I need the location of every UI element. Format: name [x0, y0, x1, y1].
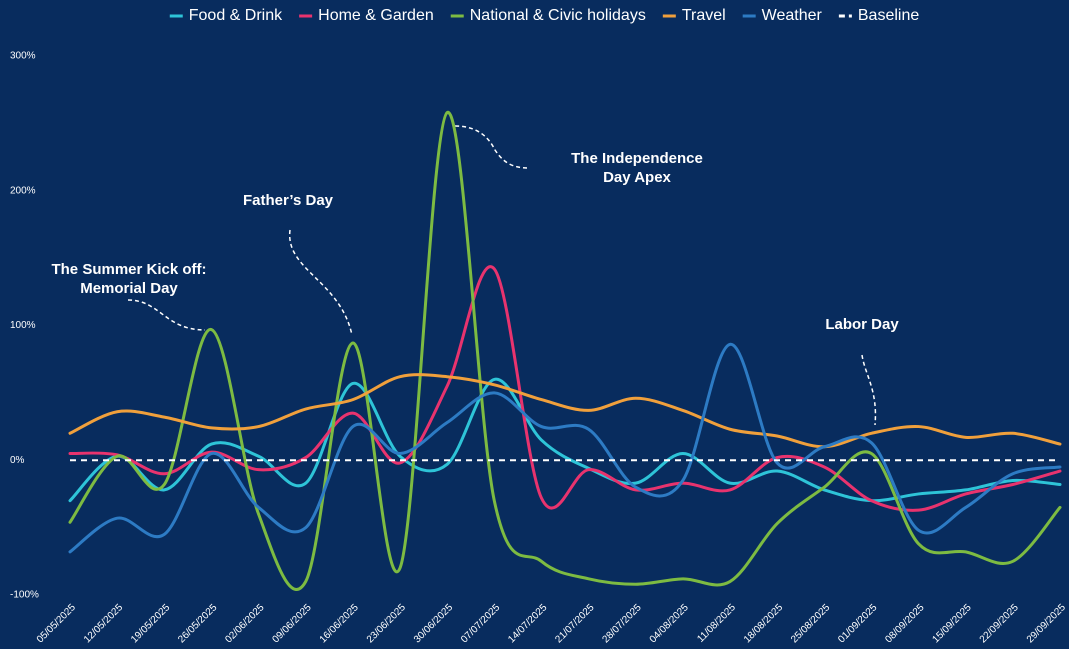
x-tick-label: 23/06/2025: [365, 602, 408, 645]
y-tick-label: 200%: [10, 185, 36, 196]
x-tick-label: 14/07/2025: [506, 602, 549, 645]
x-tick-label: 29/09/2025: [1025, 602, 1068, 645]
x-tick-label: 11/08/2025: [695, 602, 738, 645]
legend-label: Baseline: [858, 7, 919, 24]
series-line: [68, 342, 1062, 554]
legend-label: National & Civic holidays: [470, 7, 646, 24]
y-tick-label: 0%: [10, 455, 25, 466]
x-tick-label: 02/06/2025: [223, 602, 266, 645]
annotation-connector: [127, 299, 206, 331]
x-tick-label: 19/05/2025: [129, 602, 172, 645]
series-line: [68, 373, 1062, 449]
legend-label: Food & Drink: [189, 7, 283, 24]
x-tick-label: 15/09/2025: [931, 602, 974, 645]
x-tick-label: 21/07/2025: [553, 602, 596, 645]
annotation: Labor Day: [825, 316, 899, 333]
annotation: Father’s Day: [243, 192, 334, 209]
legend-label: Home & Garden: [318, 7, 434, 24]
x-tick-label: 30/06/2025: [412, 602, 455, 645]
series-line: [68, 111, 1062, 591]
y-tick-label: -100%: [10, 590, 39, 601]
x-tick-label: 08/09/2025: [883, 602, 926, 645]
x-tick-label: 16/06/2025: [318, 602, 361, 645]
legend-label: Weather: [762, 7, 823, 24]
annotation: Memorial Day: [80, 280, 178, 297]
x-tick-label: 01/09/2025: [836, 602, 879, 645]
annotation-connector: [861, 354, 877, 426]
series-line: [68, 377, 1062, 503]
legend: Food & Drink Home & Garden National & Civi…: [169, 7, 919, 24]
x-tick-label: 25/08/2025: [789, 602, 832, 645]
y-tick-label: 100%: [10, 320, 36, 331]
annotation-connector: [454, 125, 531, 169]
annotation: The Summer Kick off:: [51, 261, 206, 278]
annotation: Day Apex: [603, 169, 671, 186]
annotation-connector: [289, 229, 353, 336]
x-tick-label: 05/05/2025: [35, 602, 78, 645]
x-tick-label: 26/05/2025: [176, 602, 219, 645]
x-tick-label: 07/07/2025: [459, 602, 502, 645]
x-tick-label: 22/09/2025: [978, 602, 1021, 645]
x-tick-label: 28/07/2025: [601, 602, 644, 645]
annotations: [127, 125, 877, 426]
x-tick-label: 12/05/2025: [82, 602, 125, 645]
legend-label: Travel: [682, 7, 726, 24]
x-tick-label: 04/08/2025: [648, 602, 691, 645]
annotation: The Independence: [571, 150, 703, 167]
x-tick-label: 18/08/2025: [742, 602, 785, 645]
y-tick-label: 300%: [10, 51, 36, 62]
x-tick-label: 09/06/2025: [271, 602, 314, 645]
series-line: [68, 265, 1062, 512]
